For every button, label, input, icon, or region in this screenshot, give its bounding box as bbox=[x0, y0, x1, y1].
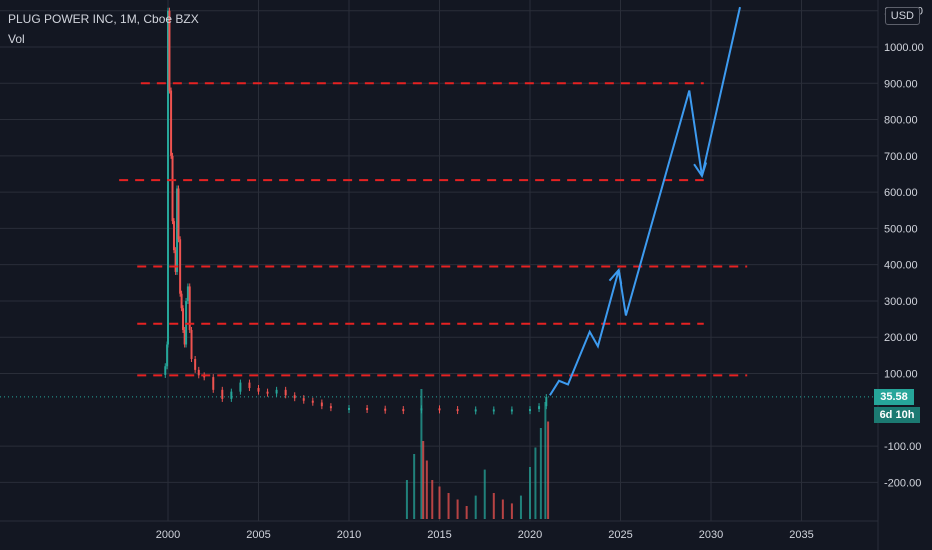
volume-bar bbox=[539, 428, 542, 519]
y-tick-label: 600.00 bbox=[884, 187, 918, 199]
price-candle bbox=[266, 391, 269, 394]
price-candle bbox=[179, 239, 182, 294]
x-tick-label: 2010 bbox=[337, 529, 361, 541]
bar-countdown-label: 6d 10h bbox=[874, 406, 920, 423]
volume-bar bbox=[492, 493, 495, 519]
volume-bar bbox=[438, 486, 441, 519]
y-tick-label: 900.00 bbox=[884, 78, 918, 90]
projection-arrowhead bbox=[608, 267, 623, 285]
price-candle bbox=[257, 388, 260, 392]
price-candle bbox=[275, 389, 278, 394]
price-candle bbox=[188, 286, 191, 330]
volume-bar bbox=[413, 454, 416, 519]
price-candle bbox=[302, 398, 305, 401]
price-candle bbox=[384, 408, 387, 411]
y-tick-label: 1000.00 bbox=[884, 42, 924, 54]
volume-bar bbox=[544, 402, 547, 519]
y-tick-label: 800.00 bbox=[884, 115, 918, 127]
price-candle bbox=[420, 408, 423, 411]
price-candle bbox=[293, 395, 296, 399]
price-candle bbox=[182, 308, 185, 330]
chart-legend: PLUG POWER INC, 1M, Cboe BZX Vol bbox=[8, 11, 199, 51]
price-candle bbox=[174, 250, 177, 272]
projection-arrowhead bbox=[693, 162, 708, 179]
price-candle bbox=[329, 406, 332, 409]
symbol-title: PLUG POWER INC, 1M, Cboe BZX bbox=[8, 12, 199, 26]
price-candle bbox=[366, 407, 369, 410]
price-candle bbox=[221, 389, 224, 399]
x-tick-label: 2005 bbox=[246, 529, 270, 541]
price-candle bbox=[167, 10, 169, 345]
y-tick-label: 400.00 bbox=[884, 260, 918, 272]
price-candle bbox=[180, 293, 183, 309]
price-candle bbox=[185, 300, 188, 345]
price-candle bbox=[438, 408, 441, 411]
price-candle bbox=[186, 286, 189, 301]
price-candle bbox=[194, 359, 197, 370]
volume-bar bbox=[456, 499, 459, 519]
volume-legend-label: Vol bbox=[8, 32, 25, 46]
y-tick-label: 100.00 bbox=[884, 369, 918, 381]
volume-bar bbox=[422, 441, 425, 519]
price-candle bbox=[510, 409, 513, 412]
volume-bar bbox=[519, 495, 522, 519]
volume-bar bbox=[465, 506, 468, 519]
price-candle bbox=[164, 366, 167, 375]
price-candle bbox=[172, 221, 175, 251]
x-tick-label: 2030 bbox=[699, 529, 723, 541]
currency-button[interactable]: USD bbox=[884, 7, 920, 25]
price-candle bbox=[190, 329, 193, 359]
volume-bar bbox=[425, 460, 428, 519]
price-candle bbox=[545, 397, 548, 407]
price-candle bbox=[456, 409, 459, 412]
price-candle bbox=[474, 409, 477, 412]
last-price-label: 35.58 bbox=[874, 388, 914, 405]
price-candle bbox=[168, 10, 171, 91]
price-candle bbox=[402, 409, 405, 412]
volume-bar bbox=[547, 421, 550, 519]
x-tick-label: 2015 bbox=[427, 529, 451, 541]
y-tick-label: 500.00 bbox=[884, 223, 918, 235]
volume-bar bbox=[431, 480, 434, 519]
price-candle bbox=[171, 155, 174, 222]
x-tick-label: 2000 bbox=[156, 529, 180, 541]
price-candle bbox=[284, 389, 287, 396]
volume-bar bbox=[483, 469, 486, 519]
price-candle bbox=[166, 344, 169, 367]
price-candle bbox=[248, 382, 251, 389]
price-candle bbox=[230, 391, 233, 399]
volume-bar bbox=[529, 467, 531, 519]
x-tick-label: 2020 bbox=[518, 529, 542, 541]
y-tick-label: 700.00 bbox=[884, 151, 918, 163]
y-tick-label: -100.00 bbox=[884, 441, 921, 453]
y-tick-label: -200.00 bbox=[884, 477, 921, 489]
price-candle bbox=[177, 188, 180, 240]
price-candle bbox=[492, 409, 495, 412]
price-candle bbox=[170, 90, 173, 156]
y-tick-label: 300.00 bbox=[884, 296, 918, 308]
y-tick-label: 200.00 bbox=[884, 332, 918, 344]
x-tick-label: 2025 bbox=[608, 529, 632, 541]
price-candle bbox=[529, 409, 531, 412]
price-candle bbox=[239, 382, 242, 392]
volume-bar bbox=[534, 447, 537, 519]
volume-bar bbox=[501, 499, 504, 519]
volume-bar bbox=[510, 503, 513, 519]
price-candle bbox=[538, 406, 541, 410]
price-candle bbox=[183, 329, 186, 345]
volume-bar bbox=[420, 389, 423, 519]
volume-bar bbox=[474, 495, 477, 519]
price-candle bbox=[348, 407, 350, 410]
volume-bar bbox=[405, 480, 408, 519]
projection-path[interactable] bbox=[549, 6, 741, 396]
price-candle bbox=[311, 400, 314, 403]
price-candle bbox=[197, 369, 200, 376]
volume-bar bbox=[447, 493, 450, 519]
price-candle bbox=[176, 188, 179, 272]
price-candle bbox=[320, 402, 323, 407]
price-candle bbox=[212, 377, 215, 390]
x-tick-label: 2035 bbox=[789, 529, 813, 541]
